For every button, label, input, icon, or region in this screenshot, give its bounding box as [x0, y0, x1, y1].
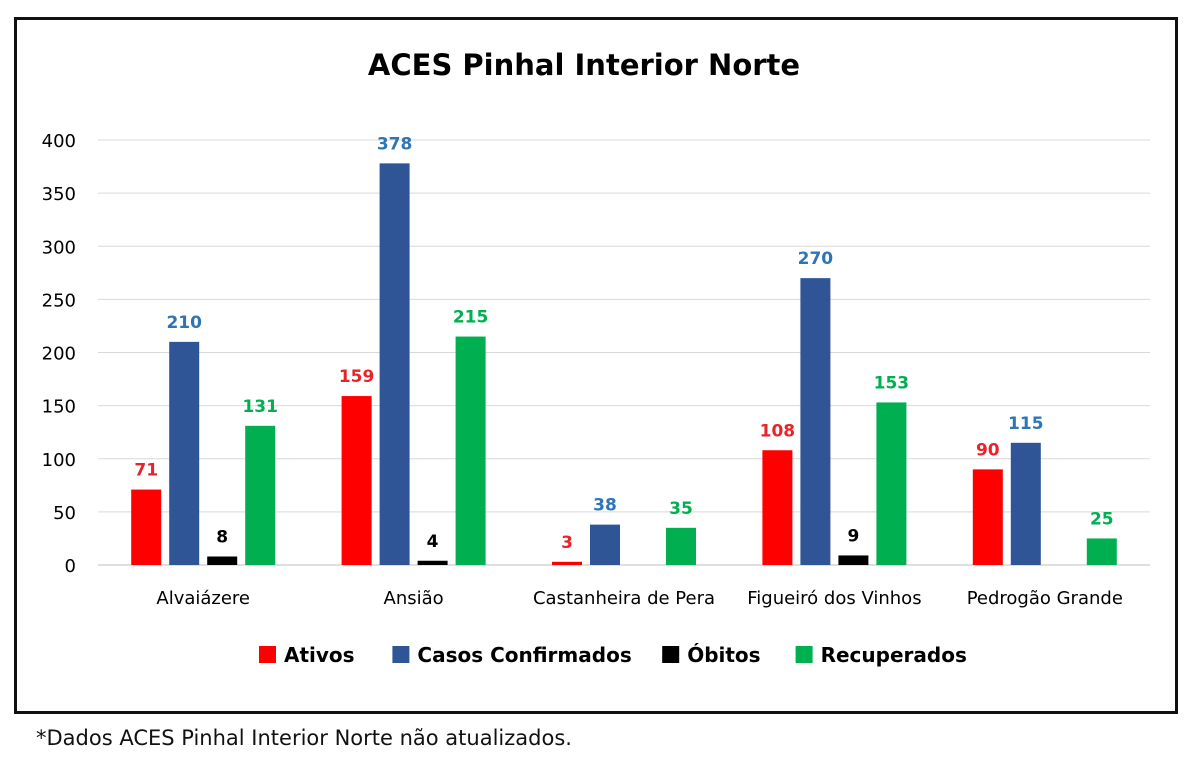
- data-label: 4: [427, 532, 439, 552]
- legend-label: Óbitos: [687, 643, 760, 667]
- legend-swatch: [392, 646, 410, 663]
- legend-swatch: [795, 646, 813, 663]
- y-tick-label: 200: [42, 344, 76, 365]
- y-tick-label: 0: [65, 556, 76, 577]
- y-tick-label: 300: [42, 237, 76, 258]
- data-label: 215: [453, 308, 489, 328]
- footnote: *Dados ACES Pinhal Interior Norte não at…: [36, 726, 572, 750]
- data-label: 108: [760, 421, 796, 441]
- data-label: 3: [561, 533, 573, 553]
- data-label: 270: [798, 249, 834, 269]
- bar: [379, 163, 410, 565]
- data-label: 71: [134, 461, 158, 481]
- bar: [838, 555, 869, 565]
- bar: [666, 527, 696, 565]
- legend-label: Recuperados: [821, 643, 967, 667]
- x-tick-label: Castanheira de Pera: [533, 588, 715, 609]
- bar: [455, 336, 486, 565]
- bar: [207, 556, 238, 565]
- data-label: 9: [847, 526, 859, 546]
- bar-chart: ACES Pinhal Interior Norte 0 50 100 150 200 25…: [42, 48, 1150, 667]
- y-tick-label: 400: [42, 131, 76, 152]
- data-label: 115: [1008, 414, 1044, 434]
- data-label: 90: [976, 440, 1000, 460]
- bar: [1086, 538, 1117, 565]
- bar: [972, 469, 1003, 565]
- bar: [552, 561, 582, 565]
- legend-label: Ativos: [284, 643, 355, 667]
- bar: [590, 524, 620, 565]
- data-label: 38: [593, 496, 617, 516]
- y-tick-label: 350: [42, 184, 76, 205]
- data-label: 35: [669, 499, 693, 519]
- legend-swatch: [259, 646, 276, 663]
- bar: [131, 489, 162, 565]
- data-label: 131: [242, 397, 278, 417]
- data-label: 159: [339, 367, 375, 387]
- chart-frame: [14, 17, 1178, 714]
- bar: [245, 425, 276, 565]
- bar: [169, 341, 200, 565]
- bar: [800, 278, 831, 565]
- legend-swatch: [662, 646, 680, 663]
- data-label: 25: [1090, 509, 1114, 529]
- data-label: 153: [874, 373, 910, 393]
- chart-title: ACES Pinhal Interior Norte: [368, 48, 800, 82]
- data-label: 8: [216, 528, 228, 548]
- bar: [417, 560, 448, 565]
- x-tick-label: Figueiró dos Vinhos: [747, 588, 921, 609]
- bar: [1010, 442, 1041, 565]
- x-tick-label: Pedrogão Grande: [967, 588, 1123, 609]
- data-label: 210: [166, 313, 202, 333]
- bar: [762, 450, 793, 565]
- x-tick-label: Alvaiázere: [156, 588, 250, 609]
- bar: [341, 396, 372, 565]
- x-tick-label: Ansião: [384, 588, 444, 609]
- y-tick-label: 250: [42, 290, 76, 311]
- bar: [876, 402, 907, 565]
- y-tick-label: 50: [53, 503, 76, 524]
- y-tick-label: 100: [42, 450, 76, 471]
- y-tick-label: 150: [42, 397, 76, 418]
- legend-label: Casos Confirmados: [417, 643, 631, 667]
- data-label: 378: [377, 134, 413, 154]
